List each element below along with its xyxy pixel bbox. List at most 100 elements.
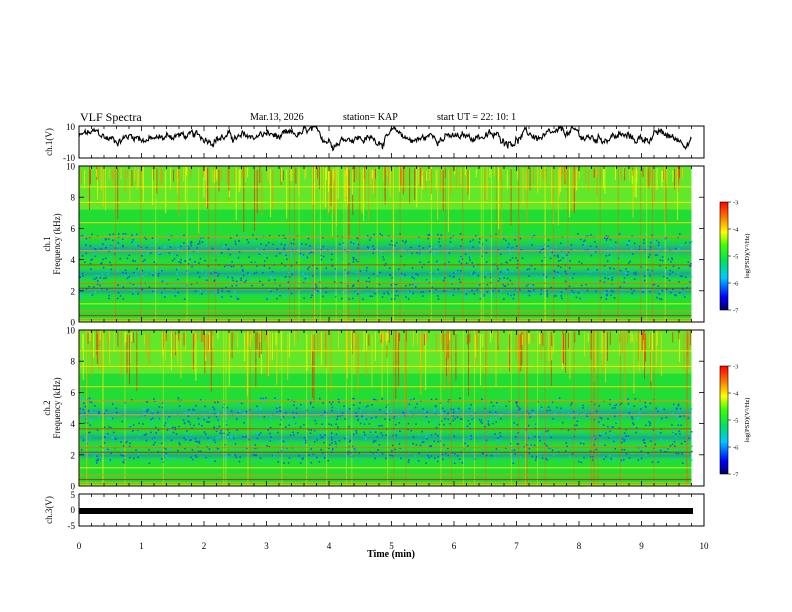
spectrogram-speckle bbox=[152, 417, 154, 420]
spectrogram-streak bbox=[173, 169, 174, 182]
spectrogram-speckle bbox=[613, 267, 615, 270]
spectrogram-speckle bbox=[648, 290, 651, 293]
spectrogram-speckle bbox=[247, 241, 250, 243]
spectrogram-speckle bbox=[567, 256, 570, 259]
spectrogram-speckle bbox=[679, 244, 681, 246]
spectrogram-speckle bbox=[670, 261, 672, 263]
spectrogram-speckle bbox=[83, 240, 86, 242]
spectrogram-streak bbox=[99, 330, 101, 340]
spectrogram-speckle bbox=[201, 399, 204, 401]
spectrogram-speckle bbox=[366, 246, 369, 248]
spectrogram-speckle bbox=[662, 447, 665, 450]
spectrogram-speckle bbox=[168, 400, 171, 403]
spectrogram-speckle bbox=[583, 298, 585, 300]
spectrogram-speckle bbox=[293, 400, 296, 403]
spectrogram-speckle bbox=[536, 291, 539, 293]
spectrogram-speckle bbox=[270, 416, 273, 418]
spectrogram-speckle bbox=[630, 442, 633, 444]
spectrogram-speckle bbox=[215, 416, 218, 418]
spectrogram-speckle bbox=[512, 297, 515, 300]
spectrogram-speckle bbox=[241, 268, 244, 271]
spectrogram-speckle bbox=[665, 288, 668, 291]
spectrogram-speckle bbox=[491, 296, 493, 299]
spectrogram-full-streak bbox=[358, 166, 360, 322]
spectrogram-speckle bbox=[85, 288, 88, 290]
spectrogram-speckle bbox=[183, 422, 186, 425]
spectrogram-streak bbox=[525, 169, 527, 190]
spectrogram-speckle bbox=[350, 452, 352, 454]
frequency-tick-label: 8 bbox=[71, 357, 76, 367]
spectrogram-speckle bbox=[685, 285, 687, 288]
spectrogram-speckle bbox=[348, 440, 351, 443]
spectrogram-speckle bbox=[610, 426, 613, 428]
spectrogram-speckle bbox=[564, 450, 567, 452]
spectrogram-streak bbox=[500, 169, 502, 240]
spectrogram-speckle bbox=[338, 401, 340, 403]
spectrogram-streak bbox=[361, 169, 363, 214]
spectrogram-speckle bbox=[90, 418, 93, 421]
spectrogram-speckle bbox=[79, 408, 81, 410]
spectrogram-speckle bbox=[188, 421, 191, 423]
spectrogram-speckle bbox=[176, 244, 179, 247]
spectrogram-speckle bbox=[585, 283, 587, 286]
spectrogram-speckle bbox=[270, 436, 272, 438]
spectrogram-speckle bbox=[431, 445, 434, 448]
spectrogram-speckle bbox=[394, 244, 396, 247]
spectrogram-speckle bbox=[220, 252, 223, 254]
spectrogram-streak bbox=[350, 330, 352, 350]
spectrogram-speckle bbox=[163, 436, 165, 439]
spectrogram-speckle bbox=[610, 290, 613, 292]
spectrogram-speckle bbox=[145, 433, 148, 435]
spectrogram-speckle bbox=[302, 444, 305, 447]
spectrogram-speckle bbox=[109, 256, 112, 258]
spectrogram-speckle bbox=[428, 456, 430, 459]
spectrogram-speckle bbox=[534, 268, 536, 270]
spectrogram-speckle bbox=[135, 449, 137, 451]
spectrogram-speckle bbox=[208, 416, 210, 419]
spectrogram-speckle bbox=[580, 284, 583, 287]
spectrogram-streak bbox=[656, 168, 658, 190]
spectrogram-speckle bbox=[607, 277, 610, 280]
spectrogram-speckle bbox=[188, 409, 190, 411]
spectrogram-speckle bbox=[473, 271, 475, 274]
spectrogram-speckle bbox=[550, 286, 552, 289]
spectrogram-speckle bbox=[288, 276, 291, 278]
spectrogram-speckle bbox=[177, 449, 179, 452]
spectrogram-streak bbox=[364, 167, 366, 184]
spectrogram-speckle bbox=[236, 260, 238, 262]
spectrogram-speckle bbox=[614, 415, 616, 417]
spectrogram-speckle bbox=[438, 261, 441, 264]
spectrogram-speckle bbox=[577, 412, 579, 415]
spectrogram-streak bbox=[442, 170, 444, 211]
spectrogram-speckle bbox=[684, 267, 687, 269]
spectrogram-speckle bbox=[440, 234, 442, 236]
spectrogram-speckle bbox=[171, 259, 174, 262]
spectrogram-full-streak bbox=[102, 330, 104, 486]
spectrogram-speckle bbox=[93, 398, 95, 401]
spectrogram-speckle bbox=[470, 426, 473, 429]
spectrogram-speckle bbox=[443, 444, 445, 446]
spectrogram-streak bbox=[443, 333, 445, 391]
spectrogram-speckle bbox=[383, 452, 385, 455]
spectrogram-speckle bbox=[581, 440, 584, 442]
spectrogram-speckle bbox=[266, 426, 268, 429]
spectrogram-speckle bbox=[94, 278, 96, 280]
spectrogram-speckle bbox=[357, 247, 359, 249]
spectrogram-streak bbox=[557, 169, 559, 226]
spectrogram-speckle bbox=[154, 441, 156, 444]
spectrogram-speckle bbox=[217, 401, 219, 404]
spectrogram-speckle bbox=[605, 255, 607, 257]
spectrogram-speckle bbox=[271, 271, 274, 273]
date-label: Mar.13, 2026 bbox=[250, 112, 304, 123]
spectrogram-speckle bbox=[479, 238, 481, 240]
spectrogram-speckle bbox=[516, 266, 518, 269]
spectrogram-streak bbox=[269, 169, 271, 185]
spectrogram-speckle bbox=[400, 273, 403, 275]
spectrogram-speckle bbox=[268, 242, 270, 244]
spectrogram-speckle bbox=[166, 237, 168, 239]
spectrogram-streak bbox=[294, 330, 296, 346]
spectrogram-speckle bbox=[413, 277, 415, 280]
spectrogram-streak bbox=[355, 330, 357, 351]
spectrogram-speckle bbox=[295, 416, 298, 418]
spectrogram-speckle bbox=[243, 433, 245, 436]
